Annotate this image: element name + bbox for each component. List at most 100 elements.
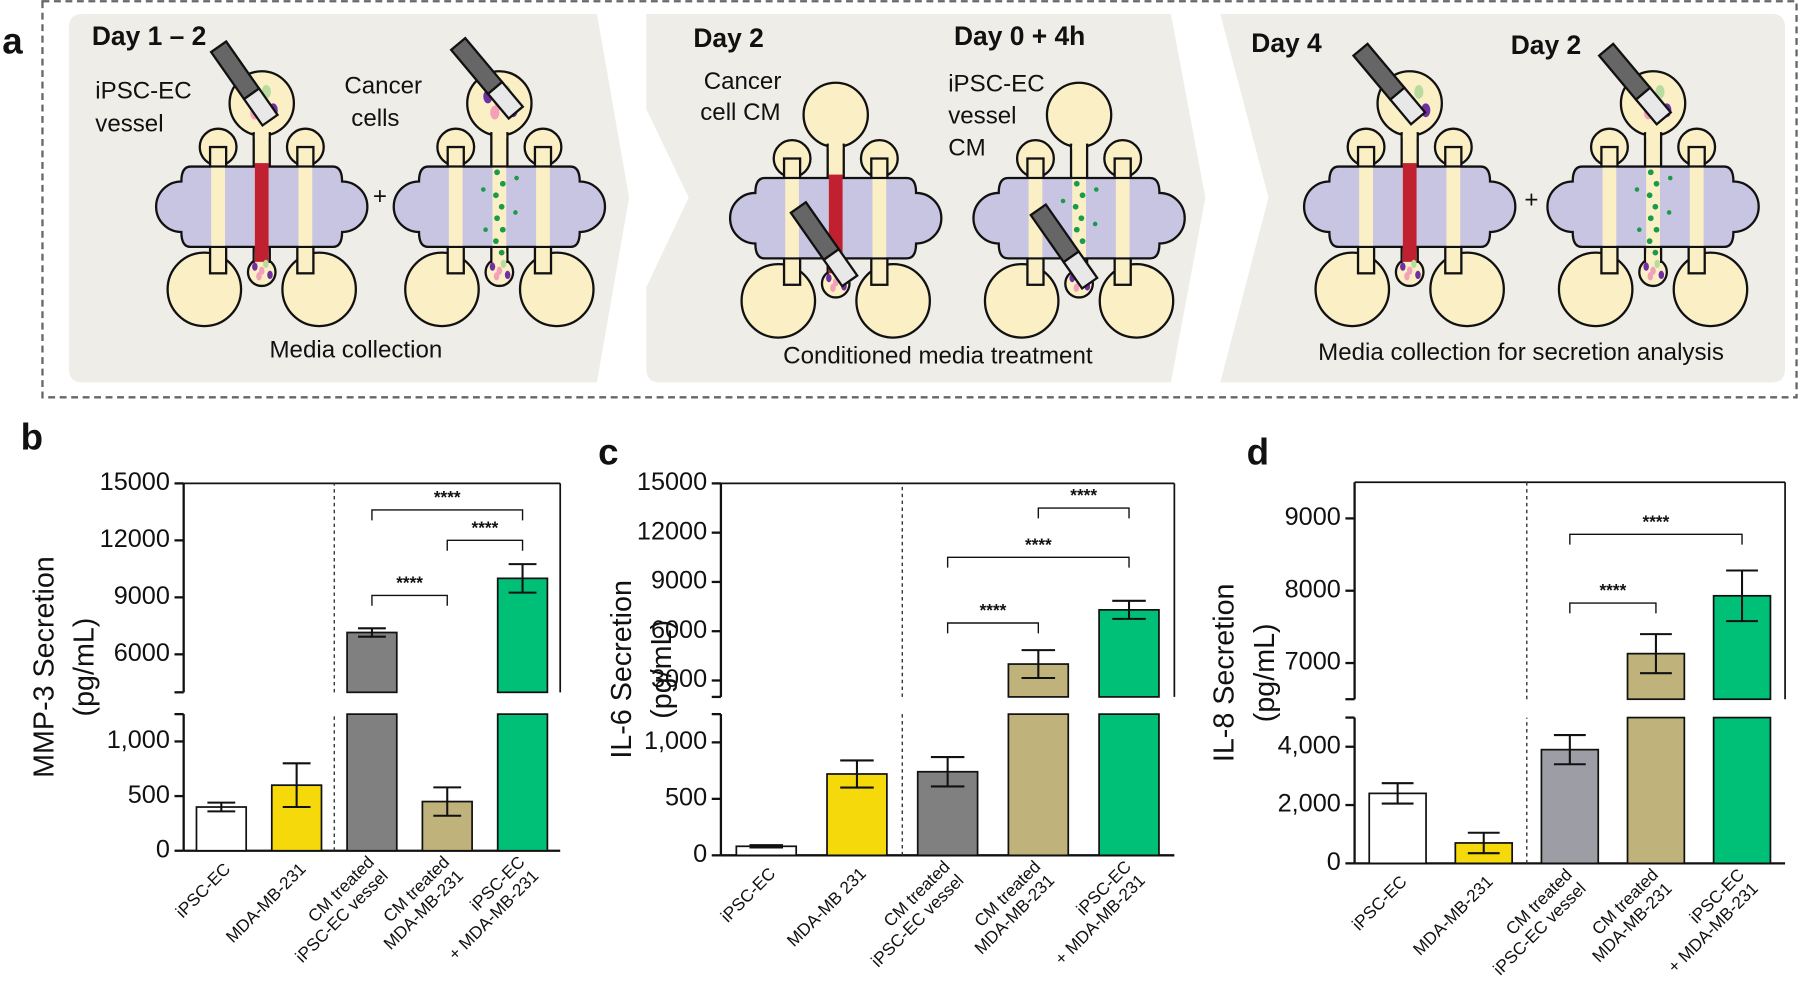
x-tick-label-group: iPSC-EC+ MDA-MB-231 bbox=[1051, 856, 1149, 968]
y-tick-label: 4,000 bbox=[1278, 731, 1341, 759]
label: vessel bbox=[95, 111, 163, 138]
y-tick-label: 0 bbox=[693, 840, 707, 868]
error-bar bbox=[433, 786, 462, 817]
significance-bracket bbox=[446, 539, 524, 551]
bar bbox=[1540, 748, 1600, 865]
y-tick-label: 0 bbox=[1327, 848, 1341, 876]
error-bar bbox=[508, 563, 537, 594]
x-tick-label: iPSC-EC bbox=[171, 859, 234, 922]
significance-label: **** bbox=[980, 600, 1007, 620]
significance-bracket bbox=[371, 509, 524, 521]
caption: Media collection for secretion analysis bbox=[1318, 339, 1724, 366]
error-bar bbox=[930, 756, 965, 788]
bar bbox=[1712, 716, 1772, 865]
label: Cancer bbox=[704, 68, 782, 95]
significance-bracket bbox=[1569, 533, 1743, 545]
label: vessel bbox=[948, 103, 1016, 130]
significance-label: **** bbox=[434, 487, 461, 507]
significance-bracket bbox=[371, 594, 448, 606]
error-bar bbox=[1021, 649, 1056, 680]
bar bbox=[496, 577, 549, 694]
error-bar bbox=[1553, 734, 1586, 766]
x-tick-label: iPSC-EC bbox=[716, 863, 779, 926]
y-axis-label: IL-6 Secretion bbox=[606, 580, 638, 759]
significance-bracket bbox=[1037, 507, 1130, 519]
day-label: Day 2 bbox=[1511, 30, 1581, 60]
label: iPSC-EC bbox=[95, 77, 191, 104]
label: CM bbox=[948, 135, 985, 162]
label: cell CM bbox=[700, 99, 780, 126]
error-bar bbox=[1381, 782, 1414, 805]
x-tick-label-group: iPSC-EC bbox=[171, 859, 234, 922]
plus: + bbox=[1524, 186, 1538, 213]
x-tick-label: MDA-MB-231 bbox=[1409, 871, 1497, 959]
bar bbox=[1626, 716, 1686, 865]
y-tick-label: 8000 bbox=[1285, 575, 1341, 603]
label: Cancer bbox=[344, 73, 422, 100]
y-tick-label: 6000 bbox=[114, 639, 170, 667]
bar bbox=[346, 631, 398, 694]
y-tick-label: 9000 bbox=[114, 582, 170, 610]
significance-bracket bbox=[946, 556, 1130, 568]
x-tick-label-group: iPSC-EC bbox=[716, 863, 779, 926]
bar bbox=[1368, 792, 1427, 865]
x-tick-label-group: MDA-MB-231 bbox=[1409, 871, 1497, 959]
panel-label: b bbox=[21, 416, 43, 457]
significance-bracket bbox=[1569, 602, 1657, 614]
y-tick-label: 500 bbox=[128, 781, 170, 809]
x-tick-label-group: iPSC-EC bbox=[1348, 871, 1411, 934]
panel-a-border bbox=[41, 0, 1798, 399]
y-axis-label: (pg/mL) bbox=[1249, 623, 1281, 722]
error-bar bbox=[1640, 633, 1672, 675]
label: cells bbox=[351, 105, 399, 132]
x-tick-label-group: MDA-MB 231 bbox=[783, 863, 870, 950]
significance-bracket bbox=[946, 622, 1040, 634]
significance-label: **** bbox=[1025, 534, 1052, 554]
significance-label: **** bbox=[1070, 485, 1097, 505]
bar bbox=[496, 713, 549, 852]
y-axis-label: MMP-3 Secretion bbox=[28, 556, 60, 778]
y-tick-label: 1,000 bbox=[107, 726, 170, 754]
error-bar bbox=[1726, 569, 1758, 623]
y-tick-label: 7000 bbox=[1285, 648, 1341, 676]
day-label: Day 4 bbox=[1251, 28, 1322, 58]
error-bar bbox=[1467, 831, 1500, 855]
y-tick-label: 15000 bbox=[100, 468, 170, 496]
panel-label: c bbox=[598, 431, 618, 472]
y-axis-label: IL-8 Secretion bbox=[1209, 583, 1241, 762]
error-bar bbox=[282, 762, 311, 809]
label: iPSC-EC bbox=[948, 70, 1044, 97]
panel-label: d bbox=[1247, 431, 1269, 472]
bar bbox=[1098, 713, 1160, 857]
bar bbox=[346, 713, 398, 852]
error-bar bbox=[207, 801, 236, 813]
y-tick-label: 6000 bbox=[651, 616, 707, 644]
y-tick-label: 1,000 bbox=[644, 727, 707, 755]
y-tick-label: 0 bbox=[156, 835, 170, 863]
error-bar bbox=[840, 759, 874, 789]
significance-label: **** bbox=[1599, 580, 1626, 600]
y-tick-label: 9000 bbox=[1285, 503, 1341, 531]
y-tick-label: 3000 bbox=[651, 665, 707, 693]
x-tick-label-group: iPSC-EC+ MDA-MB-231 bbox=[1664, 864, 1762, 976]
x-tick-label: iPSC-EC bbox=[1348, 871, 1411, 934]
y-tick-label: 12000 bbox=[637, 517, 707, 545]
x-tick-label-group: MDA-MB-231 bbox=[222, 859, 310, 947]
bar bbox=[1007, 713, 1070, 857]
y-tick-label: 2,000 bbox=[1278, 790, 1341, 818]
plus: + bbox=[373, 183, 387, 210]
day-label: Day 2 bbox=[693, 23, 763, 53]
y-tick-label: 500 bbox=[665, 784, 707, 812]
bar bbox=[195, 806, 248, 852]
day-label: Day 0 + 4h bbox=[954, 21, 1085, 51]
y-axis-label: (pg/mL) bbox=[69, 618, 101, 717]
error-bar bbox=[358, 627, 386, 638]
x-tick-label: MDA-MB-231 bbox=[222, 859, 310, 947]
